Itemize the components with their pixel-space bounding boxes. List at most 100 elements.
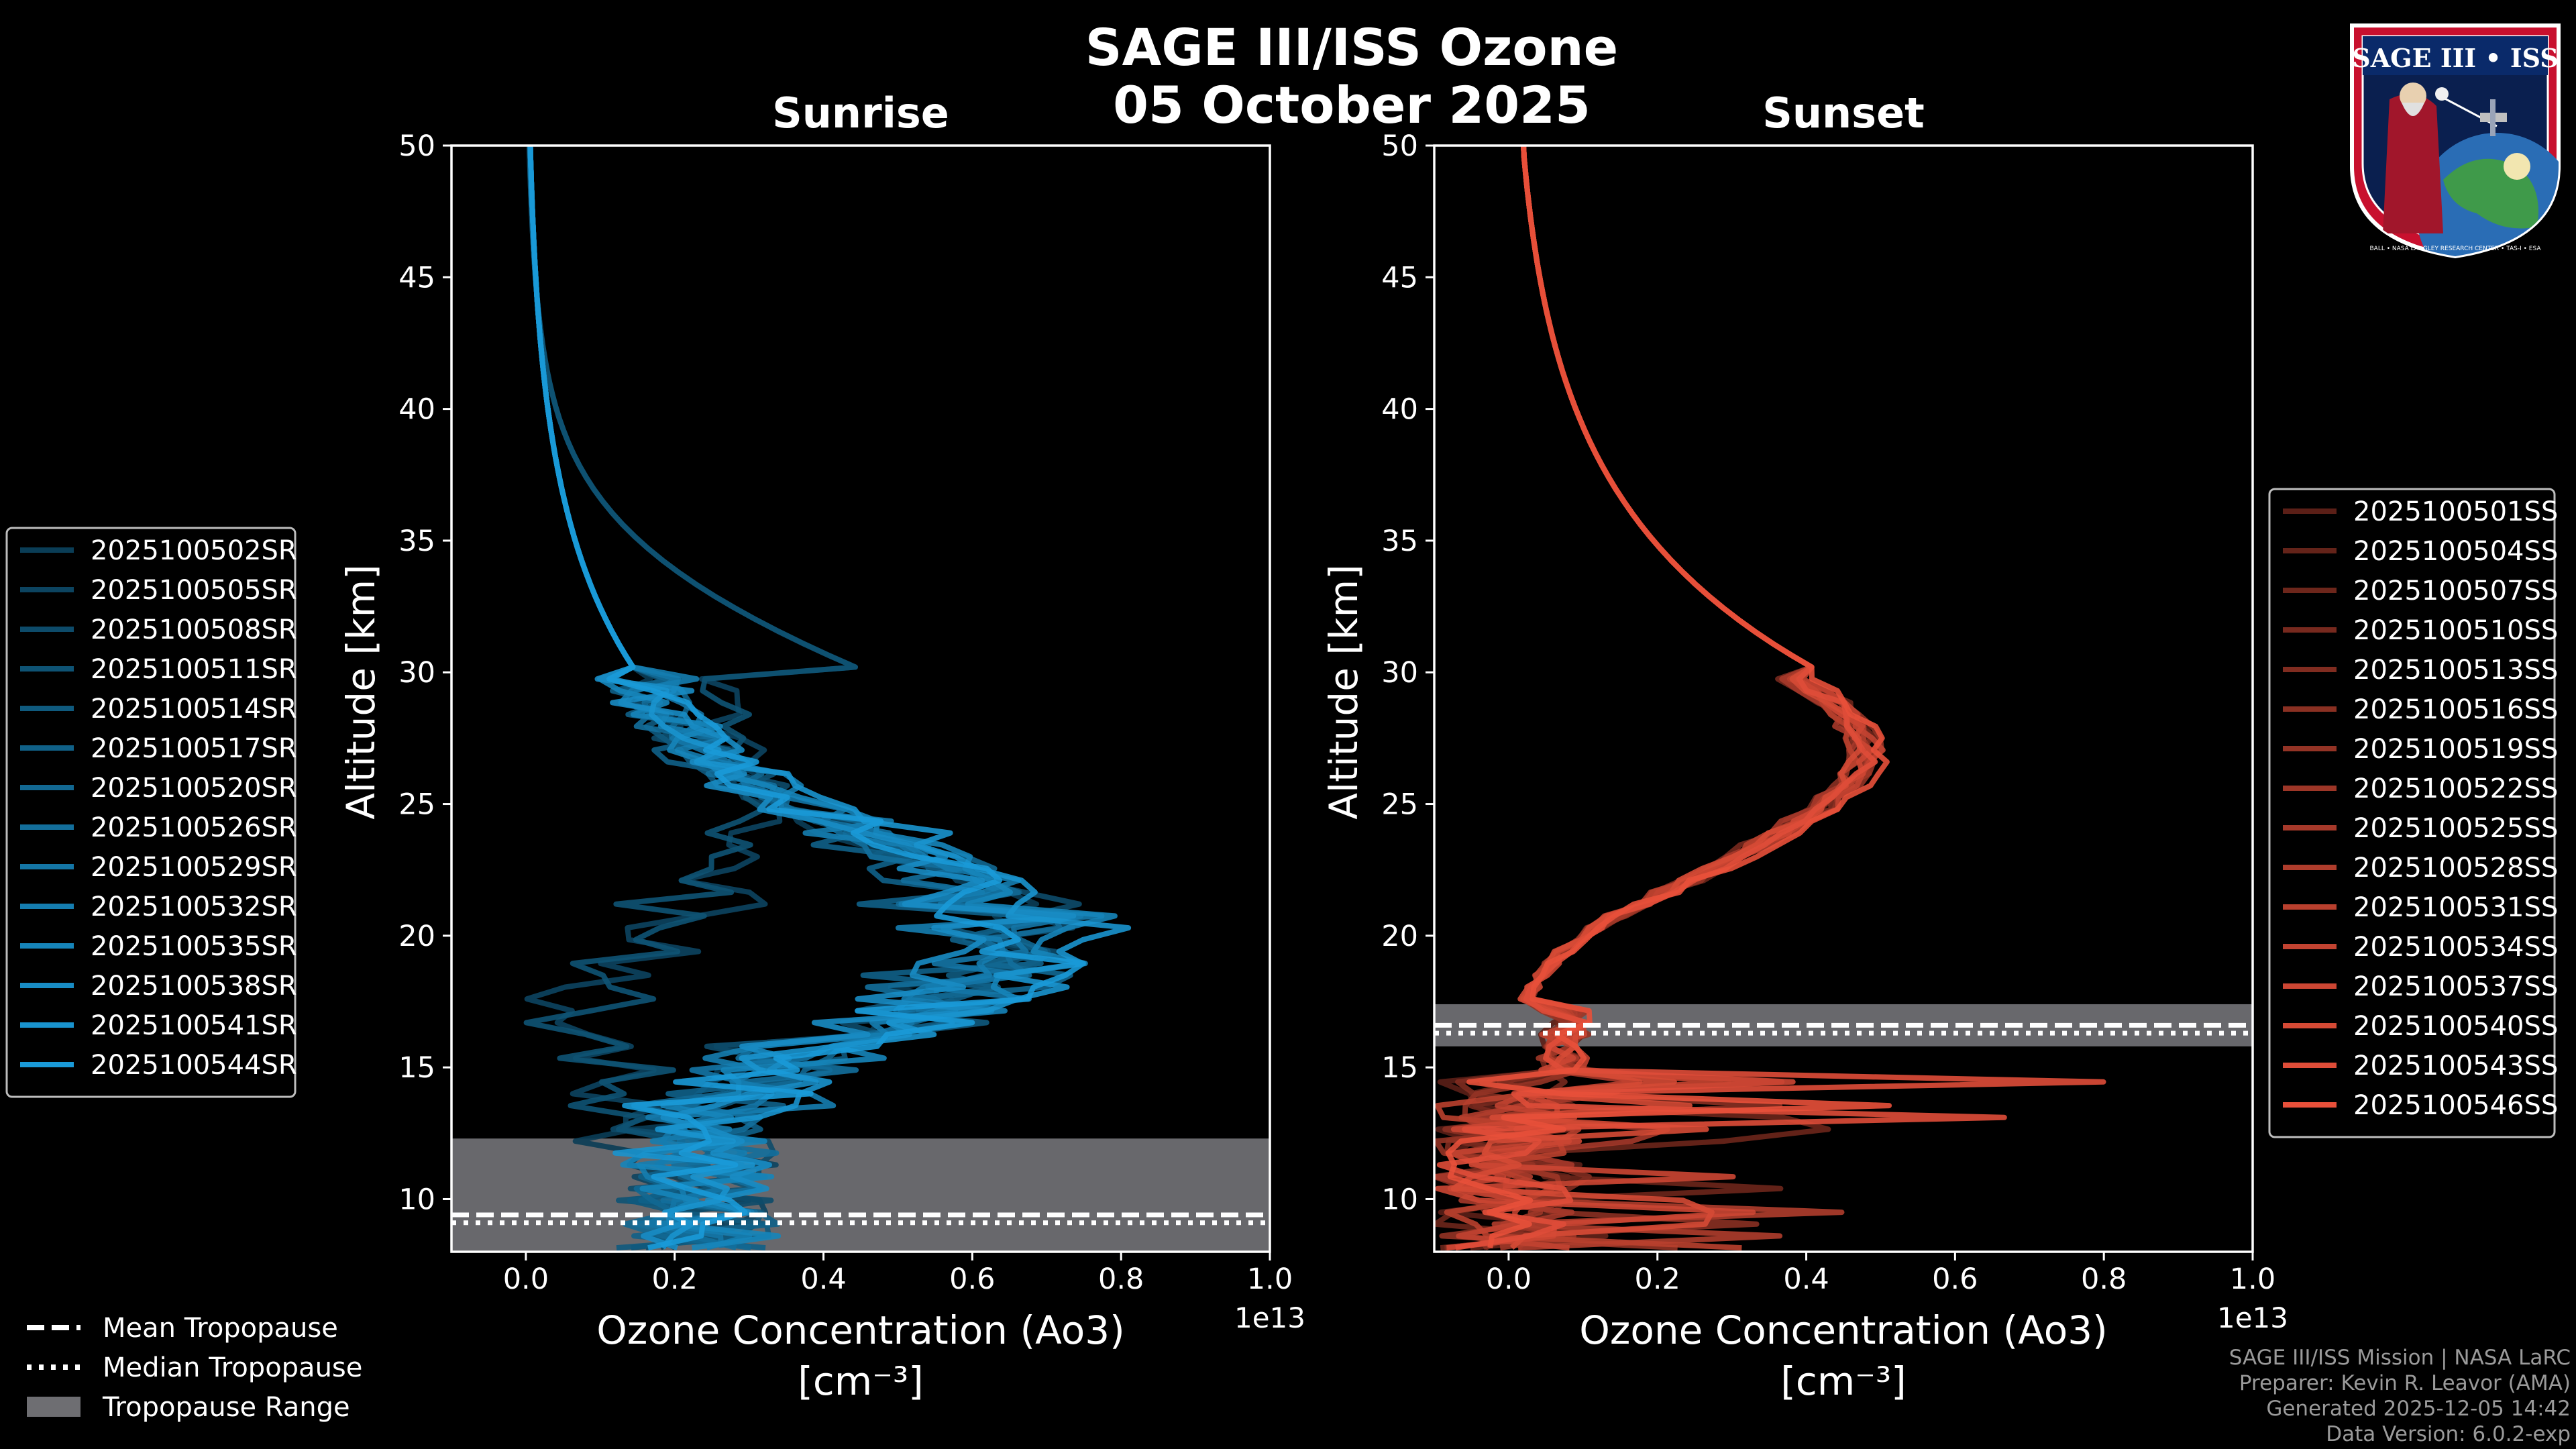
- legend-label: 2025100543SS: [2353, 1051, 2558, 1081]
- legend-label: 2025100537SS: [2353, 971, 2558, 1002]
- legend-label: 2025100541SR: [91, 1010, 297, 1041]
- x-tick-label: 0.0: [1486, 1263, 1532, 1296]
- credit-data-version: Data Version: 6.0.2-exp: [2326, 1422, 2571, 1446]
- x-tick-label: 0.8: [2081, 1263, 2127, 1296]
- panel-sunset: 0.0 0.2 0.4 0.6 0.8 1.0 10 15 20 25 30 35 40 45 50 1e13…: [1321, 89, 2558, 1404]
- legend-label: 2025100525SS: [2353, 813, 2558, 844]
- legend-frame: [5, 527, 297, 1098]
- legend-label: 2025100538SR: [91, 971, 297, 1002]
- x-axis-label: Ozone Concentration (Ao3): [1579, 1307, 2108, 1353]
- logo-ring-text: BALL • NASA LANGLEY RESEARCH CENTER • TA…: [2369, 246, 2541, 252]
- y-tick-label: 30: [398, 656, 435, 690]
- legend-label: 2025100526SR: [91, 812, 297, 843]
- legend-label: 2025100546SS: [2353, 1090, 2558, 1121]
- figure-title-line2: 05 October 2025: [1113, 75, 1591, 135]
- legend-label: 2025100505SR: [91, 575, 297, 606]
- sunrise-legend: 2025100502SR 2025100505SR 2025100508SR 2025…: [5, 527, 297, 1098]
- panel-title: Sunrise: [772, 89, 949, 138]
- plot-frame: [1433, 144, 2254, 1253]
- credit-generated: Generated 2025-12-05 14:42: [2266, 1397, 2571, 1421]
- credit-preparer: Preparer: Kevin R. Leavor (AMA): [2239, 1371, 2571, 1395]
- y-axis-label: Altitude [km]: [1321, 564, 1366, 819]
- panel-title: Sunset: [1762, 89, 1925, 138]
- legend-label: 2025100502SR: [91, 535, 297, 566]
- x-tick-label: 0.2: [652, 1263, 698, 1296]
- x-axis-unit: [cm⁻³]: [798, 1358, 924, 1404]
- y-tick-label: 45: [398, 261, 435, 294]
- y-tick-label: 25: [398, 788, 435, 822]
- y-tick-label: 20: [1381, 920, 1418, 953]
- legend-frame: [2268, 488, 2556, 1138]
- tropopause-range-swatch: [27, 1397, 80, 1417]
- sage-iii-iss-mission-logo: SAGE III • ISS BALL • NASA LANGLEY RESEA…: [2350, 23, 2561, 259]
- legend-label: 2025100510SS: [2353, 615, 2558, 646]
- legend-label: 2025100540SS: [2353, 1011, 2558, 1042]
- tropopause-legend-label: Mean Tropopause: [103, 1313, 338, 1344]
- x-tick-label: 0.6: [949, 1263, 995, 1296]
- profile-line-2025100546SS: [1445, 146, 1892, 1248]
- legend-label: 2025100507SS: [2353, 576, 2558, 606]
- x-tick-label: 0.8: [1098, 1263, 1144, 1296]
- plot-frame: [450, 144, 1271, 1253]
- legend-label: 2025100516SS: [2353, 694, 2558, 725]
- x-tick-label: 0.0: [503, 1263, 549, 1296]
- legend-label: 2025100531SS: [2353, 892, 2558, 923]
- x-axis-label: Ozone Concentration (Ao3): [596, 1307, 1125, 1353]
- y-axis-label: Altitude [km]: [338, 564, 384, 819]
- legend-label: 2025100508SR: [91, 614, 297, 645]
- legend-label: 2025100517SR: [91, 733, 297, 764]
- legend-label: 2025100511SR: [91, 654, 297, 685]
- profile-line-2025100544SR: [527, 146, 1086, 1251]
- tropopause-legend-label: Median Tropopause: [103, 1352, 362, 1383]
- y-tick-label: 15: [398, 1051, 435, 1085]
- x-tick-label: 0.2: [1635, 1263, 1680, 1296]
- x-tick-label: 1.0: [1247, 1263, 1293, 1296]
- y-tick-label: 30: [1381, 656, 1418, 690]
- legend-label: 2025100520SR: [91, 773, 297, 804]
- x-tick-label: 1.0: [2230, 1263, 2275, 1296]
- legend-label: 2025100514SR: [91, 694, 297, 724]
- credits-block: SAGE III/ISS Mission | NASA LaRC Prepare…: [2229, 1345, 2571, 1447]
- legend-label: 2025100513SS: [2353, 655, 2558, 686]
- tropopause-legend: Mean Tropopause Median Tropopause Tropopau…: [27, 1313, 362, 1423]
- legend-label: 2025100534SS: [2353, 932, 2558, 963]
- tropopause-range-band: [451, 1138, 1270, 1252]
- y-tick-label: 20: [398, 920, 435, 953]
- figure-title-line1: SAGE III/ISS Ozone: [1085, 17, 1618, 77]
- legend-label: 2025100504SS: [2353, 536, 2558, 567]
- x-axis-unit: [cm⁻³]: [1780, 1358, 1907, 1404]
- x-tick-label: 0.4: [800, 1263, 846, 1296]
- legend-label: 2025100529SR: [91, 852, 297, 883]
- y-tick-label: 25: [1381, 788, 1418, 822]
- x-tick-label: 0.6: [1932, 1263, 1978, 1296]
- profile-lines: [523, 146, 1132, 1251]
- legend-label: 2025100544SR: [91, 1050, 297, 1081]
- x-tick-label: 0.4: [1783, 1263, 1829, 1296]
- y-tick-label: 45: [1381, 261, 1418, 294]
- legend-label: 2025100522SS: [2353, 773, 2558, 804]
- y-tick-label: 15: [1381, 1051, 1418, 1085]
- panel-sunrise: 0.0 0.2 0.4 0.6 0.8 1.0 10 15 20 25 30 35 40 45 50 1e13…: [5, 89, 1305, 1404]
- y-tick-label: 40: [398, 393, 435, 427]
- tropopause-legend-label: Tropopause Range: [102, 1392, 350, 1423]
- profile-line-2025100541SR: [527, 146, 1132, 1250]
- sunset-legend: 2025100501SS 2025100504SS 2025100507SS 2025…: [2268, 488, 2558, 1138]
- legend-label: 2025100535SR: [91, 931, 297, 962]
- y-tick-label: 50: [1381, 129, 1418, 163]
- legend-label: 2025100532SR: [91, 892, 297, 922]
- x-offset-label: 1e13: [1234, 1301, 1305, 1334]
- logo-name: SAGE III • ISS: [2352, 43, 2558, 73]
- x-offset-label: 1e13: [2217, 1301, 2288, 1334]
- y-tick-label: 50: [398, 129, 435, 163]
- y-tick-label: 10: [398, 1183, 435, 1216]
- profile-lines: [1434, 146, 2106, 1251]
- legend-label: 2025100528SS: [2353, 853, 2558, 883]
- y-tick-label: 10: [1381, 1183, 1418, 1216]
- y-tick-label: 35: [1381, 525, 1418, 558]
- legend-label: 2025100519SS: [2353, 734, 2558, 765]
- y-tick-label: 35: [398, 525, 435, 558]
- credit-mission: SAGE III/ISS Mission | NASA LaRC: [2229, 1346, 2571, 1370]
- y-tick-label: 40: [1381, 393, 1418, 427]
- legend-label: 2025100501SS: [2353, 496, 2558, 527]
